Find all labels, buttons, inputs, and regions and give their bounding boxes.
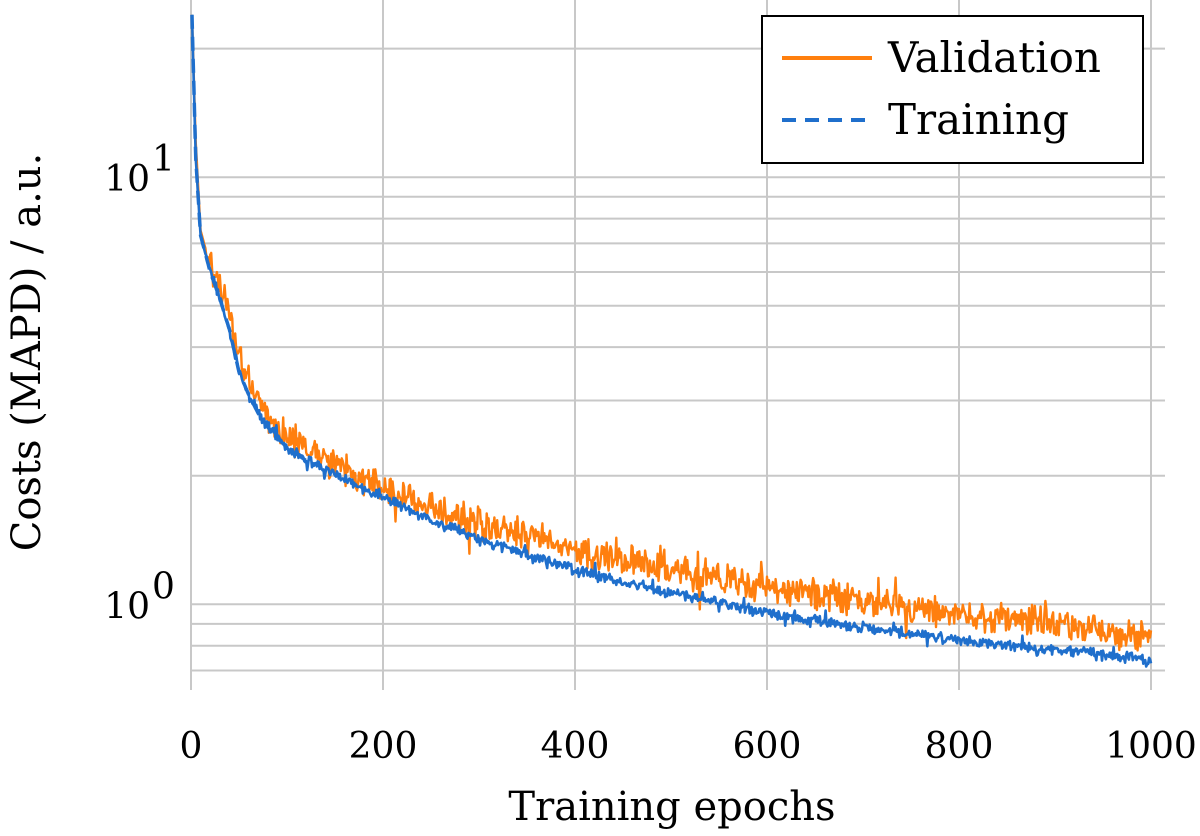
legend-box	[761, 15, 1144, 164]
validation-series-line	[190, 14, 1153, 652]
x-tick-label: 400	[541, 726, 610, 767]
legend: Validation Training	[761, 15, 1144, 164]
training-series-line	[190, 14, 1153, 668]
y-tick-exponent: 1	[152, 139, 175, 180]
y-tick-exponent: 0	[152, 566, 175, 607]
x-tick-label: 800	[925, 726, 994, 767]
x-axis-ticks: 0 200 400 600 800 1000	[180, 726, 1197, 767]
training-series-dashed-segment	[190, 14, 308, 463]
y-tick-label: 10	[104, 586, 150, 627]
x-tick-label: 0	[180, 726, 203, 767]
x-tick-label: 200	[349, 726, 418, 767]
legend-training-label: Training	[888, 95, 1069, 144]
series-lines	[190, 14, 1153, 668]
x-tick-label: 1000	[1105, 726, 1197, 767]
legend-validation-label: Validation	[887, 33, 1101, 82]
y-tick-label: 10	[104, 159, 150, 200]
x-tick-label: 600	[733, 726, 802, 767]
x-axis-label: Training epochs	[508, 784, 835, 830]
y-axis-label: Costs (MAPD) / a.u.	[4, 153, 50, 552]
